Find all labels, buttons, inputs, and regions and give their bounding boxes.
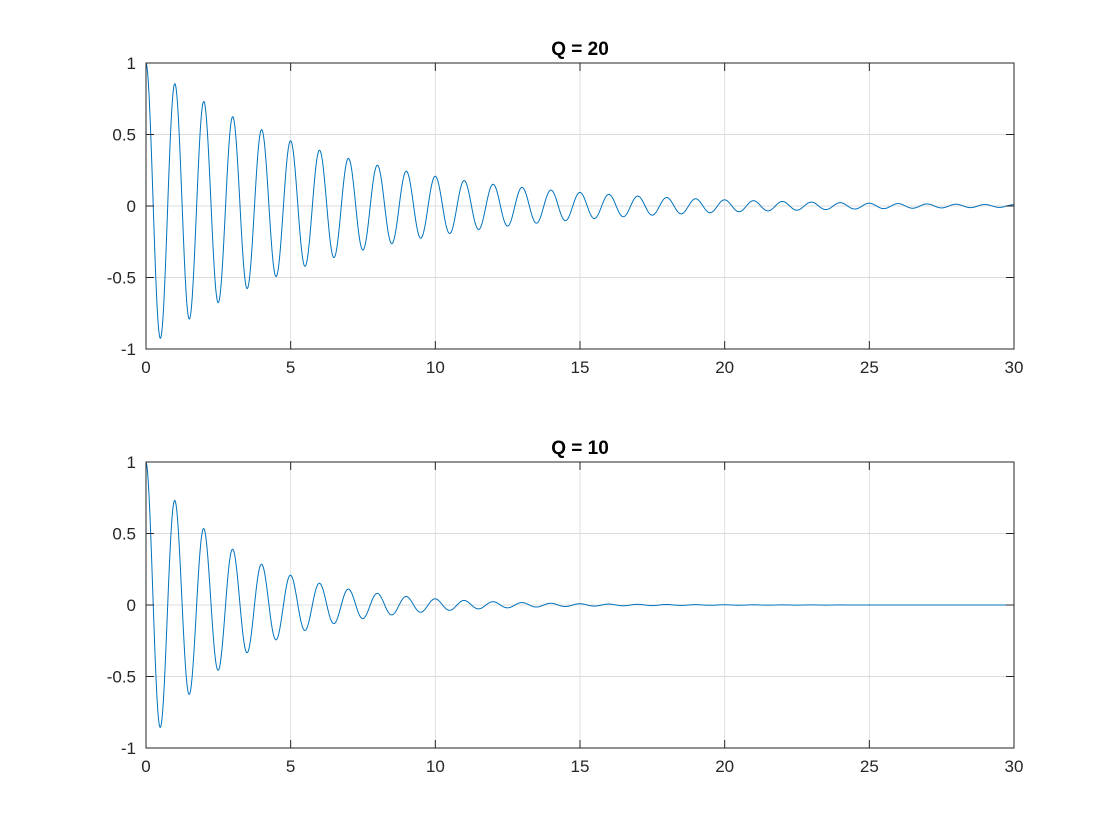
x-tick-label: 15 — [571, 358, 590, 377]
series-line — [145, 461, 1014, 728]
y-tick-label: 0 — [127, 197, 136, 216]
chart-title: Q = 10 — [551, 438, 609, 459]
x-tick-label: 10 — [426, 358, 445, 377]
series-line — [145, 62, 1014, 339]
x-tick-label: 0 — [141, 358, 150, 377]
y-tick-label: 0.5 — [112, 525, 136, 544]
x-tick-label: 30 — [1005, 757, 1024, 776]
x-tick-label: 20 — [715, 757, 734, 776]
y-tick-label: 1 — [127, 54, 136, 73]
x-tick-label: 0 — [141, 757, 150, 776]
x-tick-label: 10 — [426, 757, 445, 776]
x-tick-label: 5 — [286, 358, 295, 377]
subplot-1: 0 5 10 15 20 25 30 -1 -0.5 0 0.5 1 Q = 20 — [107, 39, 1024, 377]
chart-title: Q = 20 — [551, 39, 609, 60]
x-tick-label: 25 — [860, 757, 879, 776]
y-tick-label: -0.5 — [107, 668, 136, 687]
y-tick-label: -0.5 — [107, 269, 136, 288]
subplot-2: 0 5 10 15 20 25 30 -1 -0.5 0 0.5 1 Q = 10 — [107, 438, 1024, 776]
y-tick-label: 1 — [127, 453, 136, 472]
x-tick-label: 30 — [1005, 358, 1024, 377]
x-tick-label: 20 — [715, 358, 734, 377]
y-tick-label: 0 — [127, 596, 136, 615]
x-tick-label: 15 — [571, 757, 590, 776]
x-tick-label: 5 — [286, 757, 295, 776]
y-tick-label: -1 — [121, 340, 136, 359]
y-tick-label: -1 — [121, 739, 136, 758]
x-tick-label: 25 — [860, 358, 879, 377]
y-tick-label: 0.5 — [112, 126, 136, 145]
